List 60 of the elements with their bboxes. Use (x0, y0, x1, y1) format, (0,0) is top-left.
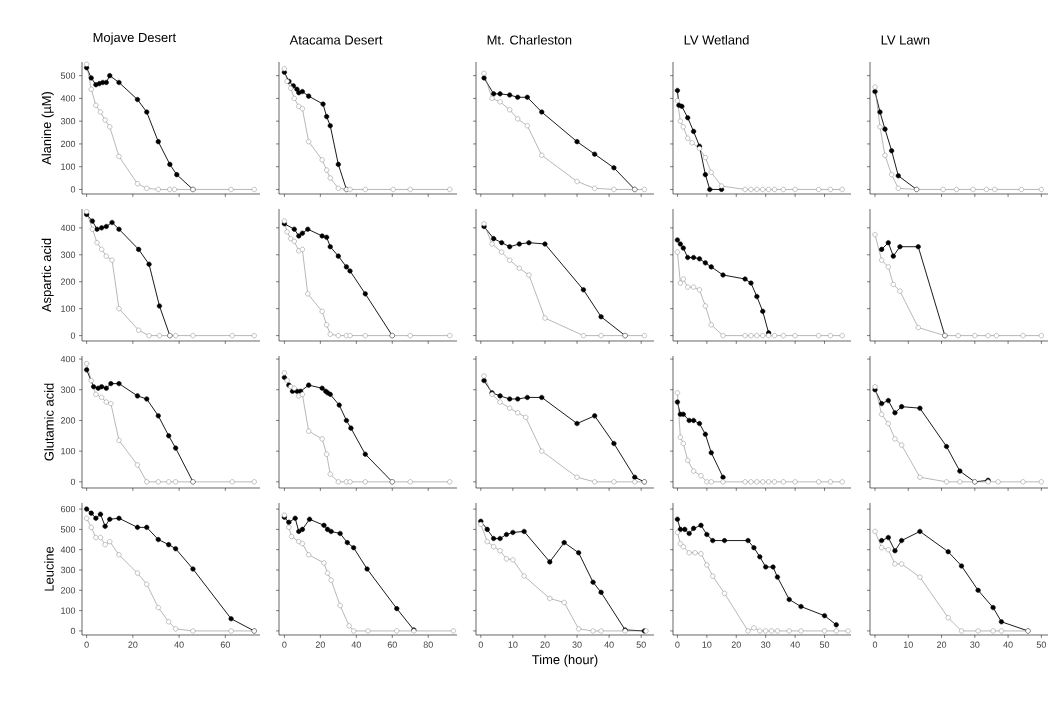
x-tick-label: 60 (220, 641, 230, 648)
x-tick-label: 60 (387, 641, 397, 648)
x-tick-label: 0 (675, 641, 680, 648)
y-tick-label: 200 (60, 278, 76, 285)
x-tick-label: 0 (282, 641, 287, 648)
x-tick-label: 20 (315, 641, 325, 648)
y-axis-title: Leucine (44, 546, 54, 591)
x-tick-label: 30 (572, 641, 582, 648)
x-axis-title: Time (hour) (532, 654, 598, 667)
y-axis-title: Aspartic acid (41, 238, 54, 313)
y-tick-label: 100 (61, 607, 76, 614)
x-tick-label: 20 (731, 641, 741, 648)
x-tick-label: 50 (636, 641, 646, 648)
chart-title: Mojave Desert (93, 32, 177, 45)
y-tick-label: 100 (61, 163, 76, 170)
x-tick-label: 50 (819, 641, 830, 648)
x-tick-label: 10 (702, 641, 712, 648)
x-tick-label: 10 (903, 641, 913, 648)
y-tick-label: 400 (60, 224, 76, 232)
chart-title: LV Wetland (684, 35, 749, 45)
y-axis-title: Alanine (µM) (41, 91, 54, 165)
y-tick-label: 300 (60, 386, 76, 393)
chart-title: Mt. Charleston (487, 35, 572, 45)
x-tick-label: 40 (351, 641, 361, 648)
y-tick-label: 200 (60, 587, 76, 594)
y-tick-label: 200 (60, 140, 76, 148)
x-tick-label: 20 (128, 641, 138, 648)
y-tick-label: 400 (60, 546, 76, 553)
y-axis-title: Glutamic acid (44, 383, 54, 461)
y-tick-label: 0 (70, 186, 76, 193)
y-tick-label: 500 (60, 72, 76, 79)
x-tick-label: 20 (937, 641, 947, 648)
chart-title: LV Lawn (881, 35, 930, 45)
x-tick-label: 80 (423, 641, 433, 648)
x-tick-label: 0 (84, 641, 89, 648)
x-tick-label: 10 (508, 641, 518, 648)
y-tick-label: 200 (60, 417, 76, 424)
y-tick-label: 0 (70, 627, 76, 635)
x-tick-label: 40 (790, 641, 800, 648)
y-tick-label: 400 (60, 95, 76, 102)
y-tick-label: 0 (70, 332, 76, 339)
x-tick-label: 50 (1036, 641, 1046, 648)
y-tick-label: 300 (60, 117, 76, 125)
x-tick-label: 40 (1003, 641, 1013, 648)
y-tick-label: 500 (60, 526, 76, 533)
x-tick-label: 40 (174, 641, 184, 648)
y-tick-label: 100 (61, 447, 76, 455)
x-tick-label: 0 (478, 641, 483, 648)
y-tick-label: 100 (61, 305, 76, 312)
x-tick-label: 30 (761, 641, 771, 648)
y-tick-label: 300 (60, 566, 76, 574)
x-tick-label: 0 (872, 641, 878, 648)
y-tick-label: 400 (60, 355, 76, 363)
x-tick-label: 20 (540, 641, 550, 648)
y-tick-label: 600 (60, 505, 76, 513)
x-tick-label: 40 (604, 641, 614, 648)
chart-title: Atacama Desert (289, 35, 383, 45)
y-tick-label: 0 (70, 478, 76, 486)
x-tick-label: 30 (970, 641, 980, 648)
y-tick-label: 300 (60, 251, 76, 258)
